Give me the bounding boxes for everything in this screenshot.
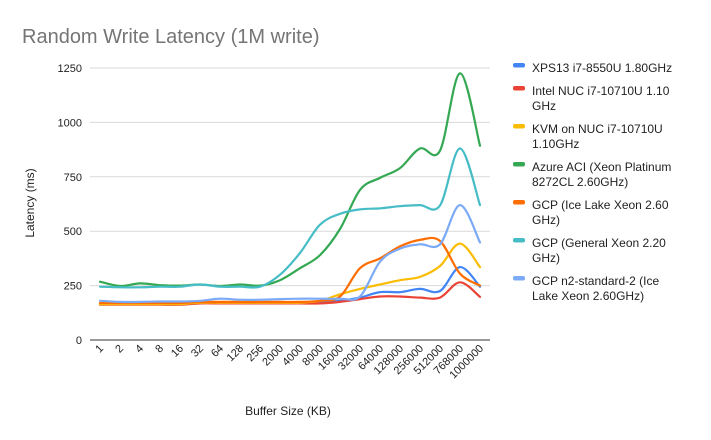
y-tick-label: 0: [76, 335, 82, 347]
x-tick-label: 32: [189, 343, 206, 360]
y-tick-label: 500: [64, 226, 82, 238]
legend-label-line: Intel NUC i7-10710U 1.10: [532, 84, 670, 98]
legend-label-1: XPS13 i7-8550U 1.80GHz: [532, 61, 672, 75]
gridlines: [90, 67, 490, 287]
legend-swatch-2: [513, 86, 525, 91]
legend-label-line: GCP (General Xeon 2.20: [532, 236, 666, 250]
x-tick-label: 4: [133, 343, 146, 356]
x-tick-label: 2: [113, 343, 126, 356]
legend-label-5: GCP (Ice Lake Xeon 2.60 GHz): [532, 198, 669, 227]
legend-label-4: Azure ACI (Xeon Platinum 8272CL 2.60GHz): [532, 160, 671, 189]
legend-label-7: GCP n2-standard-2 (Ice Lake Xeon 2.60GHz): [532, 274, 659, 303]
legend-label-line: GHz): [532, 251, 560, 265]
legend-swatch-7: [513, 276, 525, 281]
legend-label-line: XPS13 i7-8550U 1.80GHz: [532, 61, 672, 75]
legend-label-line: GHz: [532, 99, 556, 113]
legend-label-line: 1.10GHz: [532, 137, 579, 151]
series-line-5: [98, 236, 482, 305]
x-tick-label: 4000: [280, 343, 306, 369]
chart-title: Random Write Latency (1M write): [22, 26, 320, 48]
legend-label-3: KVM on NUC i7-10710U 1.10GHz: [532, 122, 663, 151]
legend-label-line: GHz): [532, 213, 560, 227]
legend-swatch-1: [513, 63, 525, 68]
legend-label-line: KVM on NUC i7-10710U: [532, 122, 663, 136]
x-tick-label: 64: [209, 343, 226, 360]
x-tick-label: 128: [225, 343, 246, 364]
legend-label-2: Intel NUC i7-10710U 1.10 GHz: [532, 84, 670, 113]
y-axis-label: Latency (ms): [23, 168, 37, 237]
legend-label-line: 8272CL 2.60GHz): [532, 175, 628, 189]
series-line-7: [98, 204, 482, 304]
x-tick-label: 2000: [260, 343, 286, 369]
y-tick-label: 1250: [58, 63, 82, 75]
legend-swatch-3: [513, 124, 525, 129]
y-tick-label: 1000: [58, 117, 82, 129]
legend-swatch-6: [513, 238, 525, 243]
y-tick-label: 250: [64, 281, 82, 293]
legend-label-line: Azure ACI (Xeon Platinum: [532, 160, 671, 174]
legend-label-6: GCP (General Xeon 2.20 GHz): [532, 236, 666, 265]
plot-series: [98, 72, 482, 306]
legend-swatch-5: [513, 200, 525, 205]
legend-label-line: GCP (Ice Lake Xeon 2.60: [532, 198, 669, 212]
x-tick-label: 1: [93, 343, 106, 356]
x-axis-ticks: 1 2 4 8 16 32 64128256200040008000160003200064…: [93, 343, 486, 382]
legend-label-line: Lake Xeon 2.60GHz): [532, 289, 644, 303]
x-axis-label: Buffer Size (KB): [245, 404, 331, 418]
x-tick-label: 16: [169, 343, 186, 360]
legend-swatch-4: [513, 162, 525, 167]
legend-label-line: GCP n2-standard-2 (Ice: [532, 274, 659, 288]
y-tick-label: 750: [64, 172, 82, 184]
legend: XPS13 i7-8550U 1.80GHz Intel NUC i7-10710…: [513, 61, 672, 303]
y-axis-ticks: 0 250 500 750 1000 1250: [58, 63, 82, 347]
series-line-6: [98, 147, 482, 289]
x-tick-label: 8: [153, 343, 166, 356]
series-line-4: [98, 72, 482, 288]
